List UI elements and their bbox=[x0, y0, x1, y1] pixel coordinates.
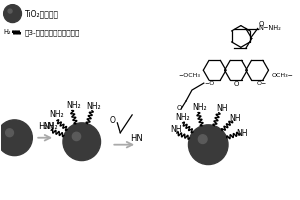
Text: NH₂: NH₂ bbox=[43, 122, 57, 131]
Text: OCH₃−: OCH₃− bbox=[272, 73, 294, 78]
Text: O: O bbox=[233, 81, 238, 87]
Text: TiO₂纳米颗粒: TiO₂纳米颗粒 bbox=[26, 9, 59, 18]
Text: NH₂: NH₂ bbox=[175, 113, 190, 122]
Circle shape bbox=[198, 135, 207, 143]
Text: O: O bbox=[259, 21, 264, 27]
Text: N−NH₂: N−NH₂ bbox=[259, 25, 281, 31]
Text: NH: NH bbox=[236, 129, 248, 138]
Circle shape bbox=[72, 132, 81, 141]
Text: −O: −O bbox=[205, 81, 215, 86]
Text: NH₂: NH₂ bbox=[66, 101, 81, 110]
Text: NH: NH bbox=[229, 114, 241, 123]
Circle shape bbox=[63, 123, 100, 161]
Text: H₂N: H₂N bbox=[38, 122, 54, 131]
Circle shape bbox=[4, 5, 21, 23]
Text: HN: HN bbox=[130, 134, 143, 143]
Text: −OCH₃: −OCH₃ bbox=[178, 73, 200, 78]
Text: H₂: H₂ bbox=[4, 29, 11, 35]
Circle shape bbox=[8, 9, 12, 13]
Circle shape bbox=[6, 129, 14, 137]
Text: O: O bbox=[177, 105, 182, 111]
Circle shape bbox=[0, 120, 32, 156]
Text: O−: O− bbox=[257, 81, 267, 86]
Text: NH₂: NH₂ bbox=[50, 110, 64, 119]
Text: NH: NH bbox=[216, 104, 227, 113]
Text: NH₂: NH₂ bbox=[193, 103, 207, 112]
Text: O: O bbox=[110, 116, 115, 125]
Text: NH₂: NH₂ bbox=[86, 102, 101, 111]
Circle shape bbox=[188, 125, 228, 165]
Text: NH: NH bbox=[170, 125, 182, 134]
Text: （3-氨丙基）三甲氧基硫烷: （3-氨丙基）三甲氧基硫烷 bbox=[24, 29, 80, 36]
